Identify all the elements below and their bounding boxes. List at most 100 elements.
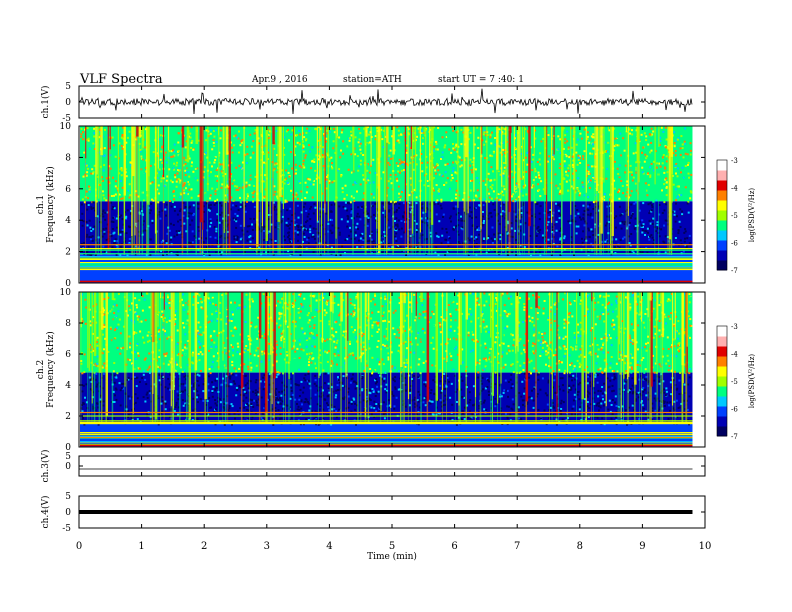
spec-noise-cell bbox=[86, 163, 89, 166]
spec-noise-cell bbox=[384, 135, 387, 138]
spec-noise-cell bbox=[288, 162, 290, 165]
spec-noise-cell bbox=[454, 146, 457, 149]
spec-noise-cell bbox=[573, 365, 576, 368]
spec-dark-cell bbox=[574, 220, 577, 223]
spec-dark-cell bbox=[281, 246, 284, 249]
spec-noise-cell bbox=[503, 188, 506, 191]
spec-noise-cell bbox=[297, 306, 300, 309]
spec-noise-cell bbox=[105, 199, 108, 202]
spec-sferic-streak bbox=[413, 126, 415, 150]
spec-noise-cell bbox=[334, 360, 337, 362]
spec-noise-cell bbox=[575, 151, 578, 154]
spec-noise-cell bbox=[654, 332, 657, 335]
spec-noise-cell bbox=[689, 149, 692, 152]
spec-noise-cell bbox=[420, 131, 423, 134]
spec-sferic-streak bbox=[364, 126, 366, 218]
spec-noise-cell bbox=[298, 165, 301, 168]
spec-dark-cell bbox=[86, 251, 89, 254]
spec-noise-cell bbox=[316, 309, 319, 312]
spec-noise-cell bbox=[170, 179, 172, 182]
spec-noise-cell bbox=[101, 190, 104, 193]
spec-noise-cell bbox=[312, 183, 315, 186]
spec-noise-cell bbox=[579, 157, 581, 160]
spec-noise-cell bbox=[397, 134, 400, 137]
spec-noise-cell bbox=[359, 132, 362, 135]
spec-noise-cell bbox=[188, 157, 191, 160]
spec-noise-cell bbox=[669, 318, 672, 321]
spec-dark-cell bbox=[315, 241, 318, 244]
spec-noise-cell bbox=[518, 371, 521, 374]
spec-noise-cell bbox=[637, 348, 639, 351]
spec-dark-cell bbox=[458, 242, 461, 245]
spec-dark-cell bbox=[347, 217, 350, 220]
spec-dark-cell bbox=[381, 251, 384, 254]
spec-noise-cell bbox=[482, 133, 485, 136]
spec-dark-cell bbox=[503, 210, 506, 213]
spec-noise-cell bbox=[409, 198, 411, 201]
spec-dark-cell bbox=[261, 226, 264, 229]
spec-dark-cell bbox=[664, 251, 667, 254]
spec-noise-cell bbox=[101, 176, 103, 179]
spec-dark-cell bbox=[621, 220, 624, 223]
spec-noise-cell bbox=[215, 310, 218, 313]
spec-noise-cell bbox=[592, 177, 595, 179]
spec-noise-cell bbox=[114, 316, 117, 319]
spec-noise-cell bbox=[409, 326, 412, 329]
spec-sferic-tail bbox=[167, 150, 169, 255]
spec-noise-cell bbox=[397, 129, 400, 132]
spec-dark-cell bbox=[437, 202, 440, 205]
spec-noise-cell bbox=[638, 151, 641, 154]
spec-noise-cell bbox=[401, 163, 404, 166]
spec-dark-cell bbox=[313, 237, 316, 240]
spec-noise-cell bbox=[577, 156, 580, 159]
spec-noise-cell bbox=[213, 341, 216, 344]
spec-dark-cell bbox=[380, 234, 383, 237]
spec-noise-cell bbox=[366, 126, 369, 129]
spec-noise-cell bbox=[298, 130, 300, 132]
spec-sferic-streak bbox=[599, 126, 601, 246]
spec-sferic-streak bbox=[501, 126, 503, 187]
spec-noise-cell bbox=[198, 139, 201, 142]
spec-noise-cell bbox=[349, 201, 352, 204]
spec-noise-cell bbox=[388, 163, 391, 166]
spec-dark-cell bbox=[96, 241, 99, 244]
spec-dark-cell bbox=[239, 205, 242, 208]
spec-dark-cell bbox=[302, 206, 305, 208]
spec-noise-cell bbox=[630, 190, 633, 193]
spec-dark-cell bbox=[353, 237, 356, 240]
spec-dark-cell bbox=[312, 227, 315, 230]
spec-noise-cell bbox=[172, 155, 175, 158]
spec-dark-cell bbox=[128, 238, 131, 240]
spec-noise-cell bbox=[345, 183, 348, 185]
spec-sferic-tail bbox=[636, 162, 638, 255]
spec-noise-cell bbox=[647, 172, 650, 175]
spec-noise-cell bbox=[429, 128, 432, 131]
spec-noise-cell bbox=[88, 190, 91, 193]
spec-noise-cell bbox=[489, 186, 492, 188]
spec-noise-cell bbox=[579, 302, 582, 305]
spec-noise-cell bbox=[97, 349, 100, 352]
spec-noise-cell bbox=[667, 369, 670, 372]
spec-noise-cell bbox=[219, 137, 222, 140]
spec-noise-cell bbox=[374, 135, 377, 137]
spec-dark-cell bbox=[542, 236, 545, 239]
spec-dark-cell bbox=[651, 206, 654, 209]
spec-noise-cell bbox=[471, 181, 474, 184]
spec-noise-cell bbox=[365, 172, 368, 174]
spec-noise-cell bbox=[330, 141, 333, 143]
spec-noise-cell bbox=[488, 358, 491, 361]
spec-dark-cell bbox=[312, 251, 315, 254]
spec-dark-cell bbox=[434, 251, 437, 254]
spec-sferic-streak bbox=[670, 126, 674, 157]
spec-noise-cell bbox=[186, 340, 189, 342]
spec-noise-cell bbox=[511, 349, 514, 352]
spec-noise-cell bbox=[248, 338, 250, 341]
spec-noise-cell bbox=[107, 350, 110, 353]
spec-dark-cell bbox=[604, 224, 607, 227]
spec-dark-cell bbox=[648, 227, 650, 230]
spec-sferic-streak bbox=[98, 126, 100, 199]
spec-noise-cell bbox=[408, 328, 411, 331]
spec-noise-cell bbox=[547, 318, 550, 321]
spec-noise-cell bbox=[159, 158, 162, 161]
spec-dark-cell bbox=[522, 203, 525, 206]
